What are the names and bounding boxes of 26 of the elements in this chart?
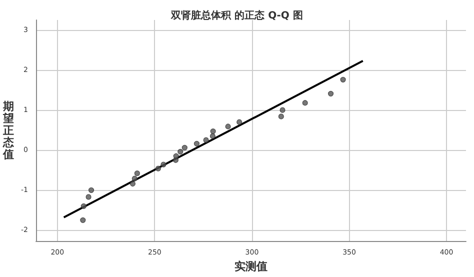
point: [280, 107, 286, 113]
point: [194, 140, 200, 147]
point: [236, 119, 242, 125]
y-axis-title: 期望正态值: [2, 100, 15, 161]
point: [80, 217, 86, 223]
point: [132, 176, 138, 182]
point: [88, 187, 94, 193]
point: [80, 203, 86, 209]
point: [210, 128, 216, 134]
point: [328, 90, 334, 96]
point: [340, 76, 346, 82]
point: [210, 133, 216, 139]
point: [203, 137, 209, 143]
x-axis-title: 实测值: [234, 260, 268, 273]
point: [225, 124, 231, 130]
point: [160, 162, 166, 168]
point: [173, 153, 179, 159]
point: [155, 166, 161, 172]
point: [182, 144, 188, 151]
point: [86, 194, 92, 200]
point: [278, 114, 284, 120]
point: [134, 170, 140, 176]
point: [178, 148, 184, 155]
point: [302, 100, 308, 106]
chart-title: 双肾脏总体积 的正态 Q-Q 图: [170, 10, 303, 22]
point: [130, 180, 136, 187]
